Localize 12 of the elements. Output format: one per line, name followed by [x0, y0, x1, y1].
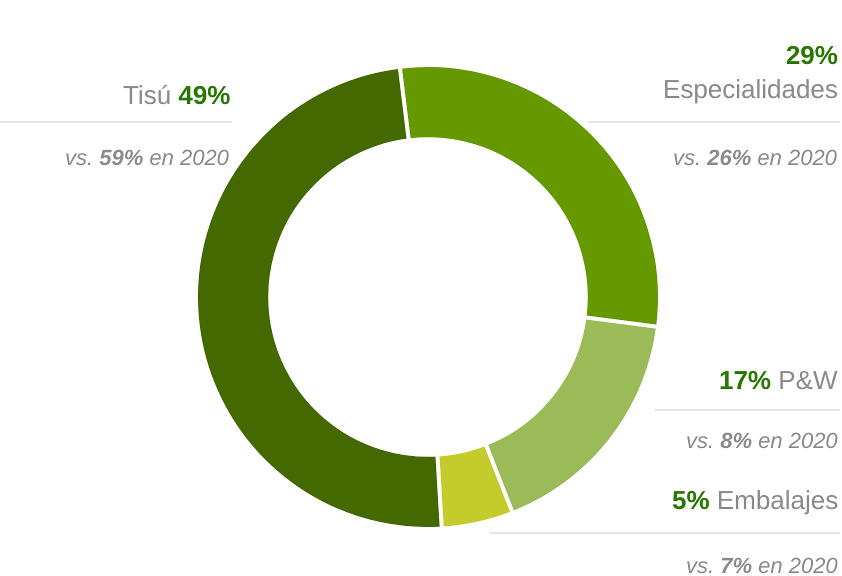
slice-label: P&W — [778, 365, 838, 395]
data-label: 29% — [786, 40, 838, 70]
data-label: 17% — [719, 365, 772, 395]
data-label: 49% — [178, 80, 230, 110]
text: vs. 7% en 2020 — [686, 553, 838, 576]
text: vs. 8% en 2020 — [686, 428, 838, 453]
data-label: 5% — [672, 485, 710, 515]
slice-label: Embalajes — [716, 485, 838, 515]
slice-label: Tisú — [123, 80, 172, 110]
text: vs. 59% en 2020 — [65, 145, 230, 170]
slice-label: Especialidades — [663, 74, 838, 104]
text: vs. 26% en 2020 — [673, 145, 838, 170]
